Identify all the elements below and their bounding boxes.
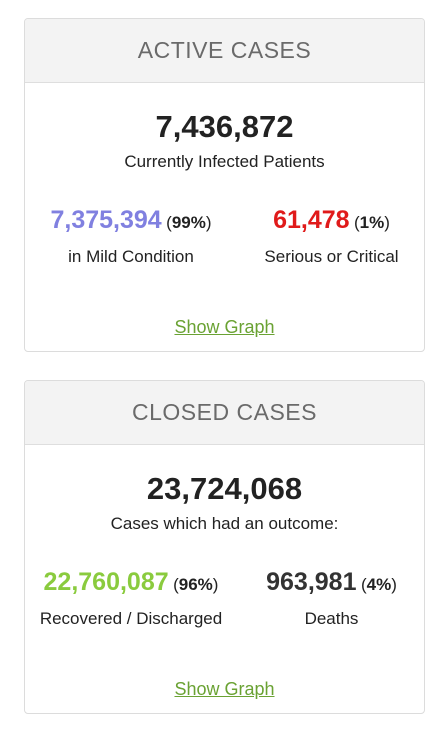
active-cases-card: ACTIVE CASES 7,436,872 Currently Infecte… (24, 18, 425, 352)
active-cases-header: ACTIVE CASES (25, 19, 424, 83)
mild-condition-value: 7,375,394 (50, 206, 162, 234)
active-cases-total: 7,436,872 (155, 109, 294, 144)
recovered-percent: (96%) (173, 575, 219, 594)
deaths-stat: 963,981 (4%) Deaths (237, 565, 424, 629)
deaths-label: Deaths (304, 609, 359, 628)
mild-condition-label: in Mild Condition (68, 247, 194, 266)
mild-condition-percent: (99%) (166, 213, 212, 232)
serious-critical-label: Serious or Critical (264, 247, 399, 266)
deaths-value: 963,981 (266, 568, 357, 596)
closed-show-graph-link[interactable]: Show Graph (174, 679, 275, 699)
deaths-percent: (4%) (360, 575, 397, 594)
mild-condition-stat: 7,375,394 (99%) in Mild Condition (25, 203, 237, 267)
serious-critical-value: 61,478 (273, 206, 350, 234)
closed-cases-card: CLOSED CASES 23,724,068 Cases which had … (24, 380, 425, 714)
active-cases-total-label: Currently Infected Patients (124, 152, 325, 171)
closed-cases-title: CLOSED CASES (132, 399, 317, 425)
closed-cases-header: CLOSED CASES (25, 381, 424, 445)
active-cases-title: ACTIVE CASES (137, 37, 312, 63)
recovered-label: Recovered / Discharged (39, 609, 223, 628)
active-show-graph-link[interactable]: Show Graph (174, 317, 275, 337)
closed-cases-total-label: Cases which had an outcome: (110, 514, 339, 533)
serious-critical-stat: 61,478 (1%) Serious or Critical (237, 203, 424, 267)
serious-critical-percent: (1%) (354, 213, 390, 232)
recovered-stat: 22,760,087 (96%) Recovered / Discharged (25, 565, 237, 629)
closed-cases-total: 23,724,068 (146, 471, 303, 506)
recovered-value: 22,760,087 (43, 568, 169, 596)
